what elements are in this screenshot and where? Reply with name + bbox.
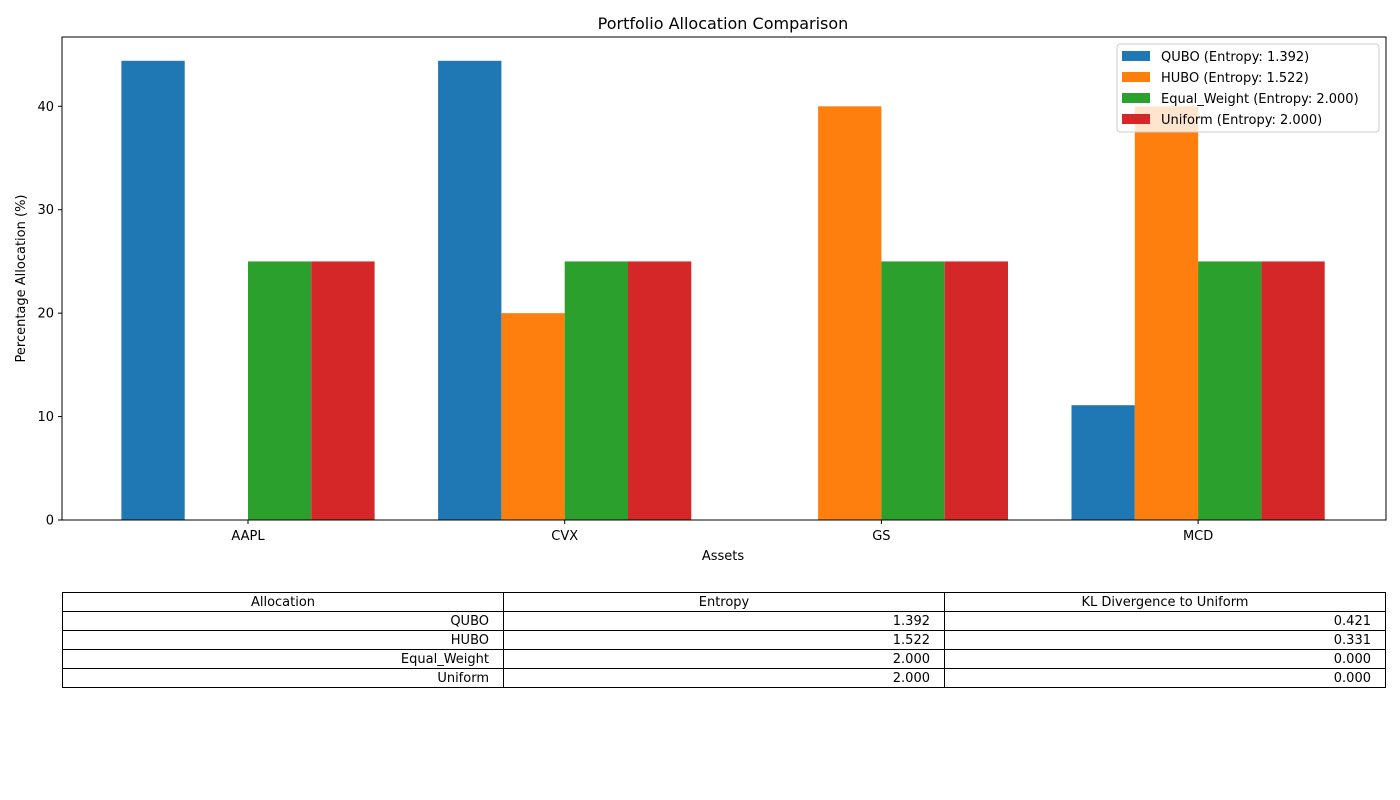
x-axis-ticks: AAPL CVX GS MCD: [231, 520, 1213, 544]
legend-entry-label: Uniform (Entropy: 2.000): [1161, 113, 1322, 128]
x-tick-label: MCD: [1183, 529, 1213, 544]
table-row: QUBO 1.392 0.421: [62, 611, 1386, 631]
bar-gs-series-3: [944, 261, 1008, 520]
chart-title: Portfolio Allocation Comparison: [598, 14, 849, 33]
x-tick-label: AAPL: [231, 529, 265, 544]
bar-mcd-series-1: [1134, 106, 1199, 521]
legend-entry-label: Equal_Weight (Entropy: 2.000): [1161, 92, 1359, 107]
x-tick-label: GS: [872, 529, 890, 544]
legend-swatch: [1122, 114, 1150, 124]
y-tick-label: 20: [37, 307, 54, 322]
legend-swatch: [1122, 51, 1150, 61]
bar-mcd-series-2: [1198, 261, 1262, 520]
bar-cvx-series-3: [628, 261, 692, 520]
x-tick-label: CVX: [551, 529, 578, 544]
table-row: Equal_Weight 2.000 0.000: [62, 649, 1386, 669]
table-cell: QUBO: [62, 611, 504, 631]
bar-cvx-series-1: [501, 313, 565, 520]
y-tick-label: 10: [37, 410, 54, 425]
table-cell: Equal_Weight: [62, 649, 504, 669]
bar-mcd-series-0: [1071, 405, 1135, 520]
plot-frame: [61, 36, 1387, 521]
bar-cvx-series-2: [564, 261, 628, 520]
legend-entry-label: QUBO (Entropy: 1.392): [1161, 50, 1309, 65]
x-axis-label: Assets: [702, 549, 745, 564]
table-cell: 0.000: [944, 668, 1386, 688]
legend-swatch: [1122, 72, 1150, 82]
table-header-row: Allocation Entropy KL Divergence to Unif…: [62, 592, 1386, 612]
bars-group: [121, 60, 1325, 521]
bar-aapl-series-2: [248, 261, 312, 520]
y-tick-label: 30: [37, 203, 54, 218]
table-cell: 2.000: [503, 649, 945, 669]
table-header-cell: KL Divergence to Uniform: [944, 592, 1386, 612]
table-cell: 0.421: [944, 611, 1386, 631]
table-cell: Uniform: [62, 668, 504, 688]
table-cell: 0.000: [944, 649, 1386, 669]
bar-aapl-series-3: [311, 261, 375, 520]
bar-mcd-series-3: [1261, 261, 1325, 520]
table-cell: 2.000: [503, 668, 945, 688]
bar-aapl-series-0: [121, 60, 185, 520]
bar-gs-series-1: [818, 106, 882, 521]
legend-swatch: [1122, 93, 1150, 103]
y-axis-label: Percentage Allocation (%): [14, 195, 29, 363]
entropy-table: Allocation Entropy KL Divergence to Unif…: [62, 592, 1386, 688]
table-header-cell: Allocation: [62, 592, 504, 612]
y-tick-label: 40: [37, 100, 54, 115]
table-header-cell: Entropy: [503, 592, 945, 612]
table-cell: HUBO: [62, 630, 504, 650]
table-cell: 1.392: [503, 611, 945, 631]
bar-cvx-series-0: [438, 60, 502, 520]
bar-gs-series-2: [881, 261, 945, 520]
y-tick-label: 0: [46, 514, 54, 529]
y-axis-ticks: 0 10 20 30 40: [37, 100, 62, 529]
table-row: Uniform 2.000 0.000: [62, 668, 1386, 688]
table-row: HUBO 1.522 0.331: [62, 630, 1386, 650]
table-cell: 1.522: [503, 630, 945, 650]
legend-frame: [1116, 43, 1380, 133]
table-cell: 0.331: [944, 630, 1386, 650]
legend-entry-label: HUBO (Entropy: 1.522): [1161, 71, 1309, 86]
legend: QUBO (Entropy: 1.392) HUBO (Entropy: 1.52…: [1116, 43, 1380, 133]
